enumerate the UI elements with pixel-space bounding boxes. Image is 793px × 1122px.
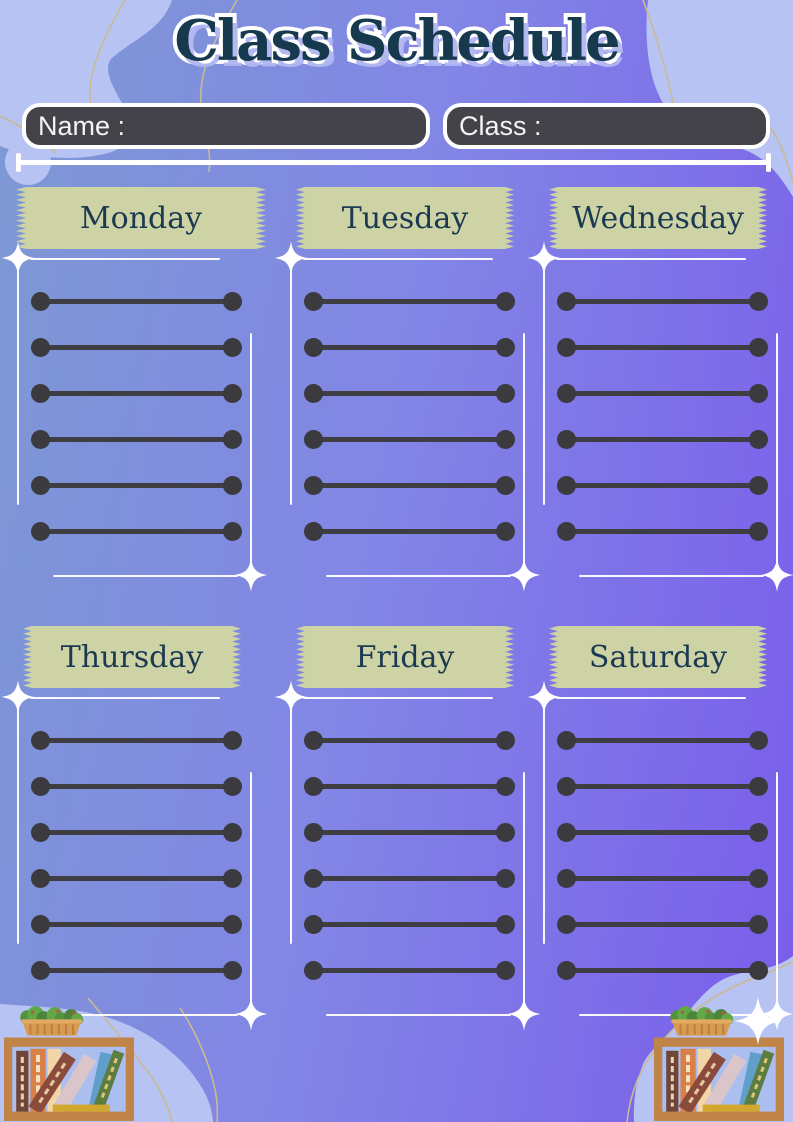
- frame-line: [579, 575, 764, 577]
- entry-line[interactable]: [31, 823, 242, 842]
- entry-line[interactable]: [557, 961, 768, 980]
- frame-line: [290, 267, 292, 505]
- entry-line[interactable]: [31, 292, 242, 311]
- entry-line[interactable]: [304, 338, 515, 357]
- entry-line[interactable]: [304, 823, 515, 842]
- name-field[interactable]: Name :: [22, 103, 430, 149]
- entry-line[interactable]: [304, 522, 515, 541]
- entry-line[interactable]: [31, 961, 242, 980]
- frame-line: [30, 697, 220, 699]
- frame-line: [523, 333, 525, 567]
- entry-line[interactable]: [31, 476, 242, 495]
- frame-line: [250, 772, 252, 1006]
- day-ribbon: Tuesday: [296, 187, 514, 249]
- entry-line[interactable]: [557, 869, 768, 888]
- page-title: Class Schedule: [170, 4, 624, 78]
- day-label: Saturday: [588, 639, 728, 675]
- frame-line: [30, 258, 220, 260]
- name-label: Name :: [38, 110, 126, 141]
- frame-line: [303, 697, 493, 699]
- entry-line[interactable]: [304, 292, 515, 311]
- entry-line[interactable]: [557, 823, 768, 842]
- name-input[interactable]: [125, 107, 414, 145]
- bookshelf-illustration: [2, 1005, 136, 1122]
- day-card-thursday: Thursday: [15, 626, 252, 1016]
- day-card-wednesday: Wednesday: [541, 187, 778, 577]
- class-input[interactable]: [542, 107, 754, 145]
- entry-line[interactable]: [304, 869, 515, 888]
- frame-line: [326, 1014, 511, 1016]
- day-label: Thursday: [60, 639, 204, 675]
- entry-line[interactable]: [304, 731, 515, 750]
- frame-line: [303, 258, 493, 260]
- divider-line: [16, 153, 771, 172]
- frame-line: [776, 772, 778, 1006]
- day-label: Monday: [79, 200, 203, 236]
- slot-lines: [288, 626, 525, 1016]
- entry-line[interactable]: [557, 384, 768, 403]
- day-card-saturday: Saturday: [541, 626, 778, 1016]
- entry-line[interactable]: [31, 731, 242, 750]
- entry-line[interactable]: [31, 430, 242, 449]
- entry-line[interactable]: [304, 915, 515, 934]
- day-label: Friday: [355, 639, 455, 675]
- frame-line: [290, 706, 292, 944]
- day-label: Wednesday: [572, 200, 744, 236]
- entry-line[interactable]: [31, 338, 242, 357]
- frame-line: [17, 267, 19, 505]
- day-card-friday: Friday: [288, 626, 525, 1016]
- slot-lines: [288, 187, 525, 577]
- entry-line[interactable]: [557, 731, 768, 750]
- day-ribbon: Thursday: [23, 626, 241, 688]
- entry-line[interactable]: [557, 777, 768, 796]
- entry-line[interactable]: [557, 430, 768, 449]
- frame-line: [326, 575, 511, 577]
- day-ribbon: Friday: [296, 626, 514, 688]
- slot-lines: [541, 187, 778, 577]
- entry-line[interactable]: [557, 338, 768, 357]
- frame-line: [53, 1014, 238, 1016]
- day-ribbon: Saturday: [549, 626, 767, 688]
- sparkle-icon: [732, 995, 784, 1047]
- day-label: Tuesday: [341, 200, 469, 236]
- day-card-tuesday: Tuesday: [288, 187, 525, 577]
- frame-line: [556, 258, 746, 260]
- frame-line: [17, 706, 19, 944]
- day-ribbon: Monday: [16, 187, 266, 249]
- slot-lines: [15, 626, 252, 1016]
- entry-line[interactable]: [304, 961, 515, 980]
- frame-line: [543, 706, 545, 944]
- entry-line[interactable]: [304, 777, 515, 796]
- entry-line[interactable]: [304, 476, 515, 495]
- frame-line: [523, 772, 525, 1006]
- slot-lines: [15, 187, 252, 577]
- entry-line[interactable]: [31, 384, 242, 403]
- day-card-monday: Monday: [15, 187, 252, 577]
- entry-line[interactable]: [557, 476, 768, 495]
- entry-line[interactable]: [31, 777, 242, 796]
- entry-line[interactable]: [557, 522, 768, 541]
- class-field[interactable]: Class :: [443, 103, 770, 149]
- frame-line: [543, 267, 545, 505]
- day-ribbon: Wednesday: [549, 187, 767, 249]
- class-label: Class :: [459, 110, 542, 141]
- entry-line[interactable]: [557, 915, 768, 934]
- frame-line: [776, 333, 778, 567]
- frame-line: [250, 333, 252, 567]
- frame-line: [53, 575, 238, 577]
- entry-line[interactable]: [557, 292, 768, 311]
- entry-line[interactable]: [304, 384, 515, 403]
- entry-line[interactable]: [31, 522, 242, 541]
- entry-line[interactable]: [31, 869, 242, 888]
- slot-lines: [541, 626, 778, 1016]
- entry-line[interactable]: [304, 430, 515, 449]
- frame-line: [556, 697, 746, 699]
- entry-line[interactable]: [31, 915, 242, 934]
